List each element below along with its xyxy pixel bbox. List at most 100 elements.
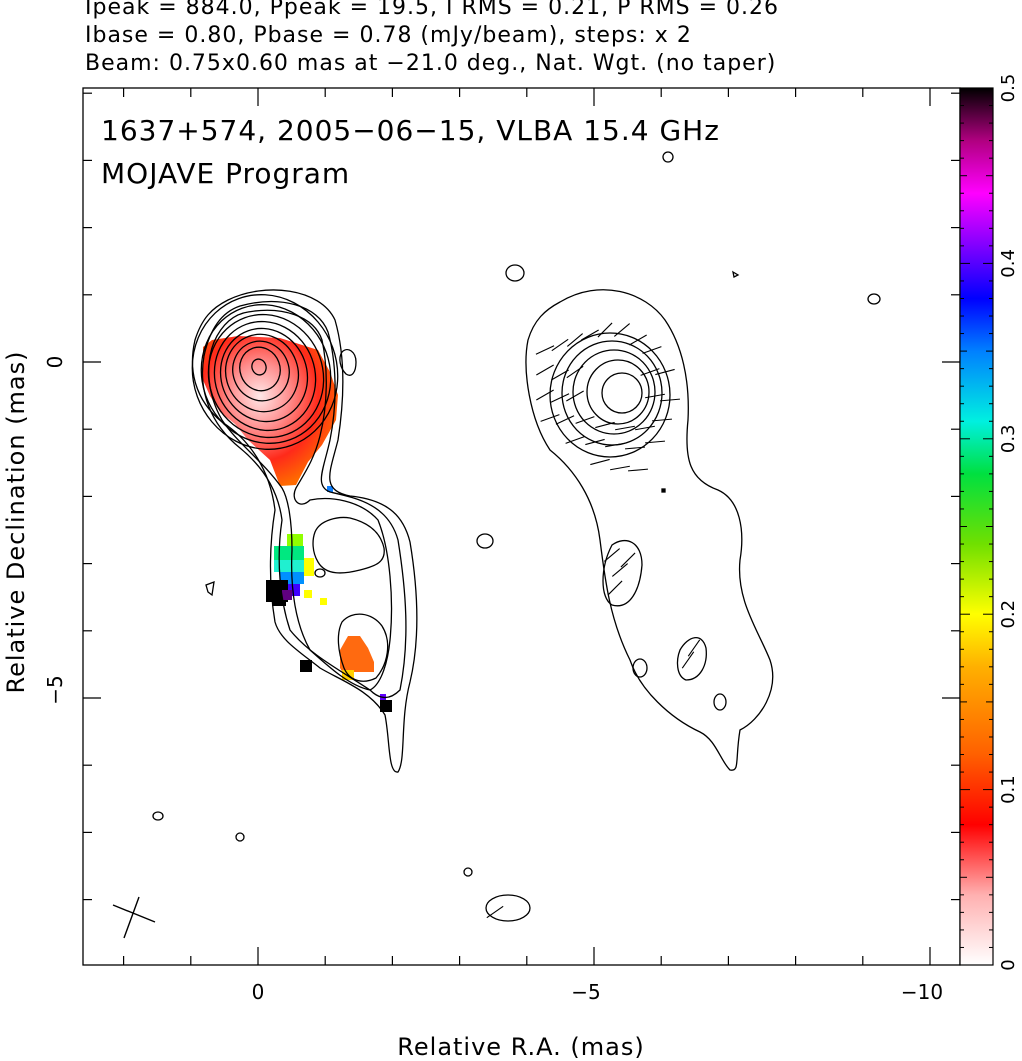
- header-line-1: Ipeak = 884.0, Ppeak = 19.5, I RMS = 0.2…: [85, 0, 779, 20]
- polarized-intensity-contours: [486, 289, 774, 919]
- plot-title: 1637+574, 2005−06−15, VLBA 15.4 GHz: [101, 114, 720, 147]
- evpa-stick: [551, 369, 569, 381]
- contour: [632, 658, 648, 678]
- contour: [235, 832, 245, 842]
- evpa-stick: [581, 329, 599, 341]
- contour: [561, 340, 663, 446]
- contour: [485, 894, 531, 922]
- polarization-pixel: [380, 700, 392, 712]
- evpa-stick: [624, 446, 646, 450]
- evpa-stick: [629, 334, 647, 346]
- polarization-pixel: [300, 660, 312, 672]
- colorbar-tick-label: 0.4: [998, 249, 1019, 278]
- contour: [662, 151, 674, 163]
- evpa-stick: [645, 393, 665, 399]
- evpa-stick: [613, 323, 631, 337]
- evpa-stick: [681, 651, 695, 669]
- evpa-stick: [566, 365, 584, 379]
- evpa-stick: [536, 389, 554, 401]
- axis-ticks: [83, 88, 960, 965]
- x-axis-title: Relative R.A. (mas): [397, 1033, 644, 1061]
- contour: [205, 581, 215, 597]
- contour-outer: [191, 289, 418, 773]
- polarization-pixel: [327, 486, 333, 492]
- evpa-stick: [566, 333, 584, 347]
- contour: [676, 637, 707, 681]
- evpa-stick: [607, 580, 623, 596]
- evpa-stick: [550, 393, 570, 403]
- evpa-stick: [595, 421, 615, 429]
- evpa-stick: [540, 414, 560, 422]
- colorbar-tick-label: 0.1: [998, 775, 1019, 804]
- evpa-stick: [620, 552, 636, 568]
- evpa-stick: [575, 416, 595, 424]
- evpa-stick: [566, 390, 584, 402]
- contour: [312, 516, 385, 574]
- evpa-stick: [555, 415, 575, 425]
- evpa-stick: [536, 364, 554, 376]
- contour: [463, 867, 473, 877]
- beam-marker: [112, 896, 156, 939]
- evpa-stick: [585, 438, 605, 446]
- contour: [208, 309, 393, 691]
- evpa-stick: [611, 563, 629, 577]
- y-tick-label: 0: [43, 356, 67, 369]
- evpa-stick: [640, 368, 660, 376]
- contour: [601, 372, 643, 414]
- contour: [732, 270, 740, 278]
- contour: [586, 359, 650, 425]
- evpa-stick: [635, 425, 655, 431]
- contour: [505, 264, 525, 282]
- evpa-stick: [659, 398, 681, 402]
- beam-major-axis: [112, 904, 156, 923]
- colorbar-tick-label: 0.2: [998, 600, 1019, 629]
- contour: [549, 332, 671, 458]
- plot-subtitle: MOJAVE Program: [101, 157, 350, 190]
- colorbar-tick-label: 0.5: [998, 74, 1019, 103]
- evpa-sticks: [486, 322, 701, 919]
- polarization-jet-patch: [266, 534, 327, 606]
- contour: [661, 488, 666, 493]
- contour: [602, 540, 643, 607]
- colorbar-tick-label: 0: [998, 959, 1019, 970]
- axis-tick-labels: 0 −5 −10 0 −5: [43, 356, 943, 1004]
- x-tick-label: −10: [901, 980, 943, 1004]
- contour: [201, 300, 407, 699]
- evpa-stick: [627, 468, 649, 472]
- contour: [339, 348, 357, 376]
- intensity-contours: [152, 151, 881, 922]
- contour: [867, 293, 881, 305]
- evpa-stick: [597, 322, 613, 338]
- evpa-stick: [565, 436, 585, 444]
- contour: [152, 811, 164, 821]
- core-contours: [191, 294, 339, 450]
- evpa-stick: [651, 418, 673, 422]
- polarization-knot-patch: [340, 636, 374, 678]
- evpa-stick: [603, 548, 621, 562]
- plot-frame: [82, 87, 961, 966]
- contour: [337, 613, 389, 682]
- evpa-stick: [535, 345, 555, 355]
- evpa-stick: [615, 425, 635, 431]
- colorbar-ticks: 0 0.1 0.2 0.3 0.4 0.5: [960, 74, 1019, 971]
- evpa-stick: [610, 465, 630, 471]
- contour: [713, 693, 727, 711]
- contour: [314, 568, 326, 578]
- beam-minor-axis: [123, 896, 140, 939]
- x-tick-label: −5: [571, 980, 600, 1004]
- contour-outer: [525, 289, 774, 771]
- evpa-stick: [605, 442, 625, 448]
- evpa-stick: [642, 346, 662, 354]
- evpa-stick: [551, 338, 569, 352]
- colorbar-tick-label: 0.3: [998, 424, 1019, 453]
- y-axis-title: Relative Declination (mas): [2, 350, 30, 693]
- evpa-stick: [655, 368, 675, 376]
- evpa-stick: [486, 905, 504, 919]
- header-line-3: Beam: 0.75x0.60 mas at −21.0 deg., Nat. …: [85, 51, 777, 76]
- y-tick-label: −5: [43, 675, 67, 704]
- evpa-stick: [590, 458, 610, 466]
- contour: [572, 349, 656, 435]
- header-line-2: Ibase = 0.80, Pbase = 0.78 (mJy/beam), s…: [85, 23, 692, 48]
- evpa-stick: [687, 639, 701, 657]
